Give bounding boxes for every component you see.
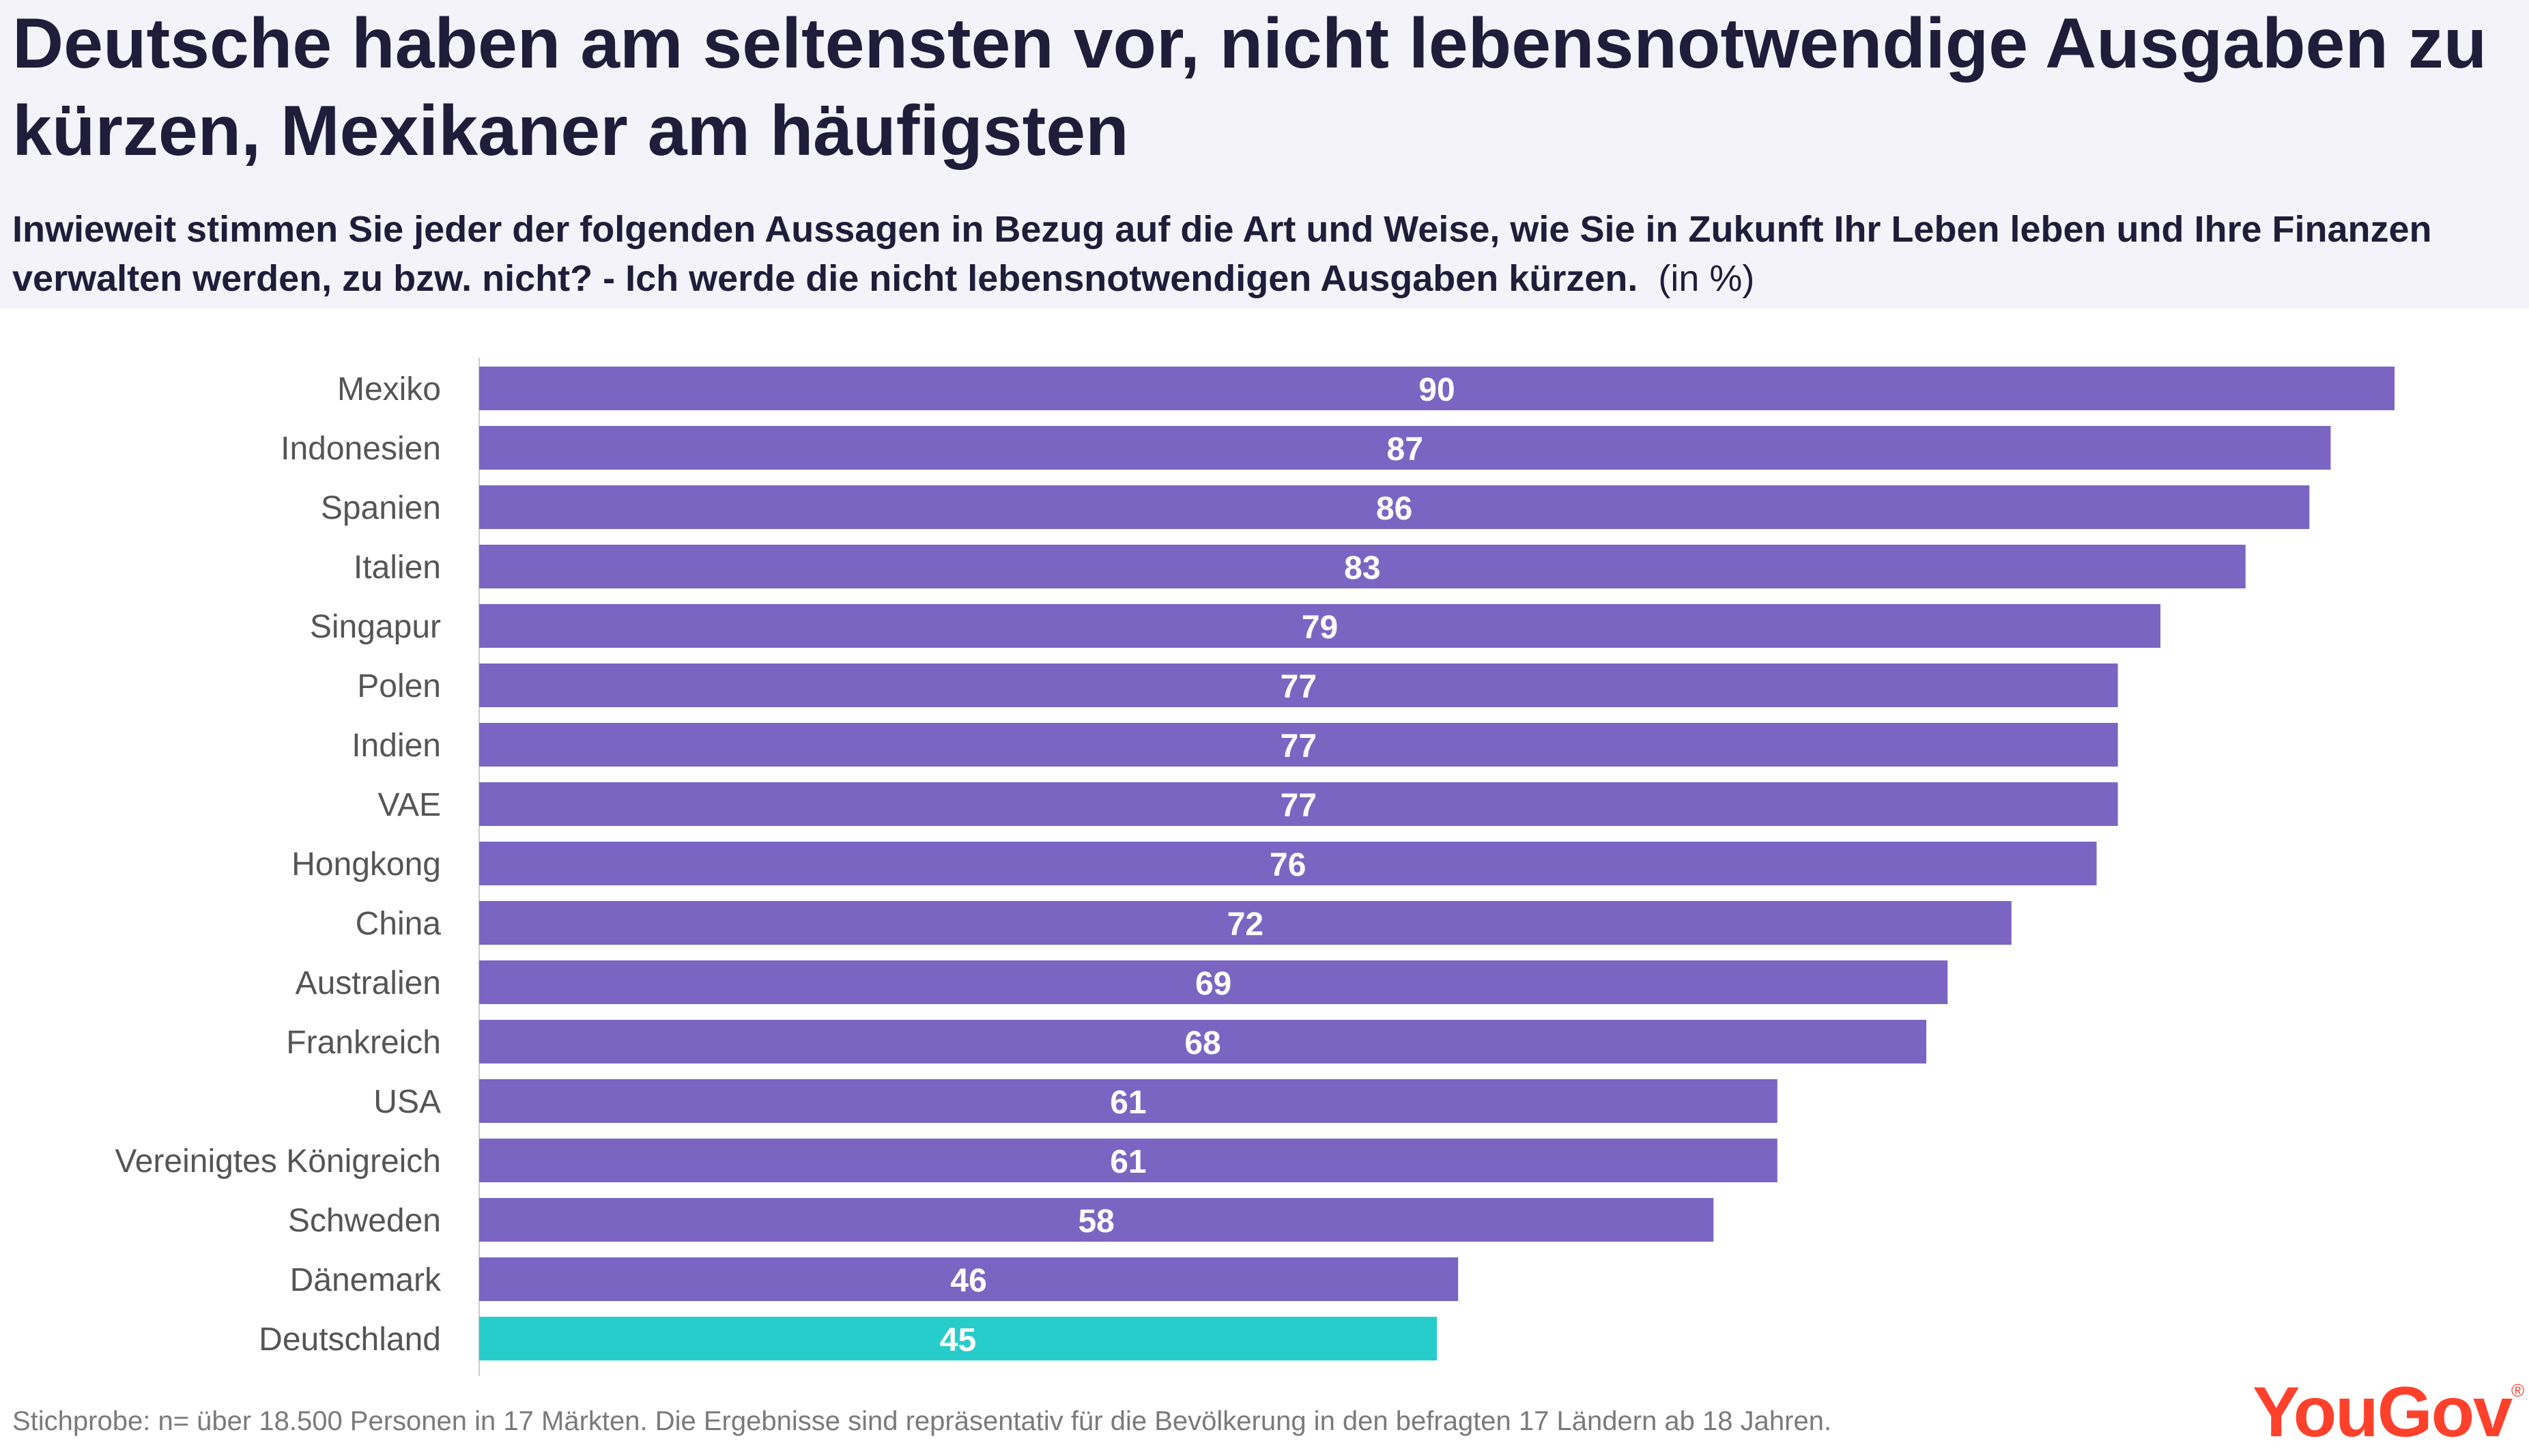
bar-chart: Mexiko 90 Indonesien 87 Spanien 86 Italien 83 Si… xyxy=(115,358,2395,1376)
category-label: Indien xyxy=(352,728,441,764)
chart-subtitle: Inwieweit stimmen Sie jeder der folgende… xyxy=(12,205,2511,303)
data-label: 46 xyxy=(950,1263,986,1299)
category-label: Hongkong xyxy=(291,846,441,883)
bar xyxy=(479,663,2118,707)
bar xyxy=(479,960,1948,1004)
category-label: Frankreich xyxy=(286,1025,441,1061)
bar xyxy=(479,782,2118,826)
bar xyxy=(479,1257,1459,1301)
category-label: Deutschland xyxy=(259,1322,441,1358)
data-label: 86 xyxy=(1376,491,1412,527)
bar xyxy=(479,901,2012,945)
bar xyxy=(479,485,2310,529)
bar xyxy=(479,842,2097,885)
data-label: 72 xyxy=(1227,907,1263,943)
category-label: Singapur xyxy=(310,609,441,645)
category-label: Polen xyxy=(357,668,441,704)
data-label: 79 xyxy=(1302,610,1338,646)
category-label: Mexiko xyxy=(337,371,441,408)
data-label: 77 xyxy=(1281,728,1317,765)
data-label: 45 xyxy=(940,1322,976,1358)
category-label: Schweden xyxy=(288,1203,441,1239)
bar xyxy=(479,1317,1437,1360)
bar xyxy=(479,1020,1927,1064)
bar xyxy=(479,545,2246,588)
data-label: 77 xyxy=(1281,669,1317,705)
bar xyxy=(479,367,2395,410)
data-label: 69 xyxy=(1195,966,1231,1002)
registered-mark: ® xyxy=(2511,1380,2524,1401)
data-label: 83 xyxy=(1344,550,1380,586)
yougov-logo: YouGov® xyxy=(2253,1372,2524,1453)
data-label: 61 xyxy=(1110,1144,1146,1180)
category-label: Indonesien xyxy=(281,431,441,467)
bar xyxy=(479,723,2118,767)
sample-note: Stichprobe: n= über 18.500 Personen in 1… xyxy=(12,1406,1832,1436)
data-label: 61 xyxy=(1110,1085,1146,1121)
bar xyxy=(479,604,2161,648)
category-label: USA xyxy=(373,1084,441,1120)
bar xyxy=(479,1198,1714,1242)
category-label: Italien xyxy=(354,549,441,586)
category-label: Spanien xyxy=(321,490,441,526)
bar xyxy=(479,1079,1777,1123)
unit-label: (in %) xyxy=(1658,258,1755,299)
data-label: 76 xyxy=(1270,847,1306,883)
category-label: VAE xyxy=(378,787,441,823)
logo-text: YouGov xyxy=(2253,1373,2513,1452)
data-label: 58 xyxy=(1078,1203,1114,1240)
data-label: 77 xyxy=(1281,788,1317,824)
subtitle-question: Inwieweit stimmen Sie jeder der folgende… xyxy=(12,209,2432,299)
category-label: China xyxy=(356,906,442,942)
bar xyxy=(479,426,2331,470)
bar xyxy=(479,1139,1777,1182)
category-label: Australien xyxy=(296,965,441,1001)
data-label: 68 xyxy=(1184,1025,1220,1061)
header: Deutsche haben am seltensten vor, nicht … xyxy=(0,0,2529,309)
data-label: 87 xyxy=(1387,431,1423,468)
chart-title: Deutsche haben am seltensten vor, nicht … xyxy=(12,4,2487,171)
data-label: 90 xyxy=(1418,372,1455,408)
category-label: Vereinigtes Königreich xyxy=(115,1143,441,1180)
category-label: Dänemark xyxy=(290,1262,442,1298)
